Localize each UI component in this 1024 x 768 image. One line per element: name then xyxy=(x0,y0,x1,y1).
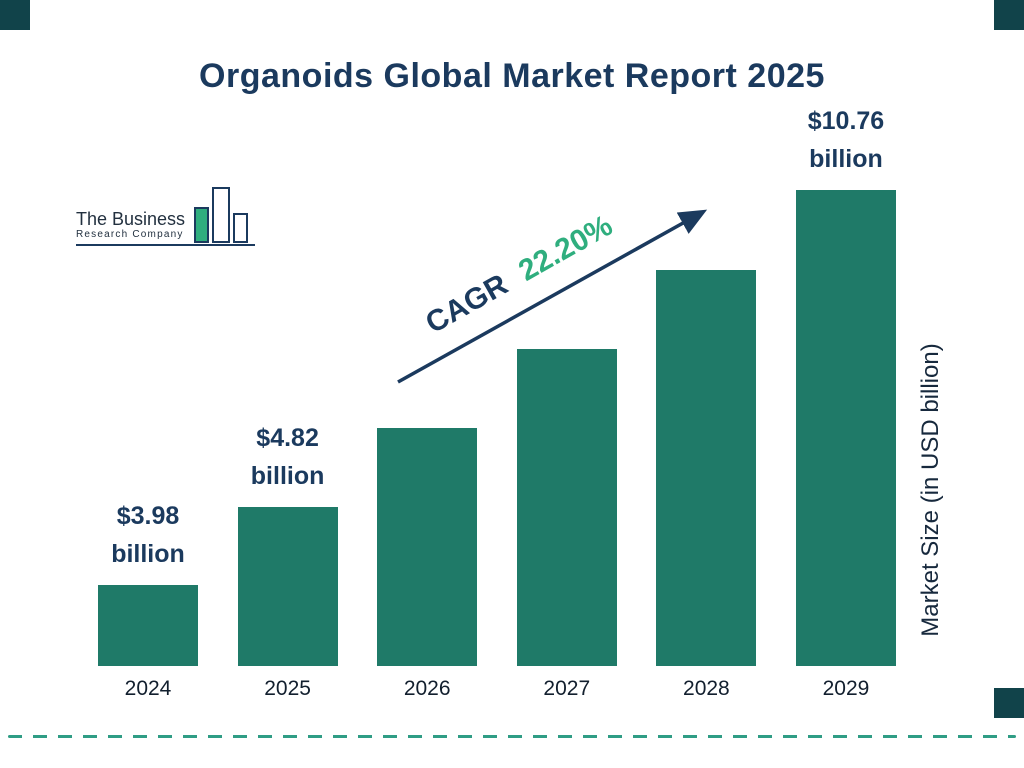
bar xyxy=(98,585,198,666)
corner-accent-bottom-right xyxy=(994,688,1024,718)
bar xyxy=(795,190,896,666)
cagr-arrow: CAGR 22.20% xyxy=(397,209,708,384)
logo-text: The Business Research Company xyxy=(76,209,191,244)
bar-column-2024: $3.98 billion 2024 xyxy=(98,497,198,702)
x-axis-tick-label: 2027 xyxy=(543,677,591,700)
cagr-value: 22.20% xyxy=(513,209,618,288)
bar xyxy=(237,507,338,666)
bar-column-2027: 2027 xyxy=(516,349,617,702)
bar-column-2026: 2026 xyxy=(377,428,478,702)
bar-value-label: $10.76 billion xyxy=(807,107,885,173)
x-axis-tick-label: 2024 xyxy=(124,677,172,700)
logo-name: The Business xyxy=(76,209,186,229)
logo-bar-chart-icon xyxy=(194,187,249,243)
y-axis-label: Market Size (in USD billion) xyxy=(917,343,944,637)
corner-accent-top-right xyxy=(994,0,1024,30)
bar xyxy=(656,270,757,666)
bar xyxy=(377,428,478,666)
corner-accent-top-left xyxy=(0,0,30,30)
cagr-prefix: CAGR xyxy=(420,268,513,340)
company-logo: The Business Research Company xyxy=(76,182,256,246)
bar-column-2028: 2028 xyxy=(656,270,757,702)
logo-subname: Research Company xyxy=(76,229,184,240)
page-title: Organoids Global Market Report 2025 xyxy=(199,56,825,95)
bar-chart: $3.98 billion 2024 $4.82 billion 2025 2026 2027… xyxy=(98,102,896,702)
x-axis-tick-label: 2028 xyxy=(683,677,730,700)
bar-value-label: $3.98 billion xyxy=(111,502,185,568)
bar-column-2029: $10.76 billion 2029 xyxy=(795,102,896,702)
x-axis-tick-label: 2025 xyxy=(264,677,311,700)
bar-value-label: $4.82 billion xyxy=(250,424,325,490)
bar xyxy=(516,349,617,666)
x-axis-tick-label: 2026 xyxy=(403,677,451,700)
bottom-dashed-divider xyxy=(8,735,1016,738)
x-axis-tick-label: 2029 xyxy=(822,677,870,700)
bar-column-2025: $4.82 billion 2025 xyxy=(237,419,338,702)
